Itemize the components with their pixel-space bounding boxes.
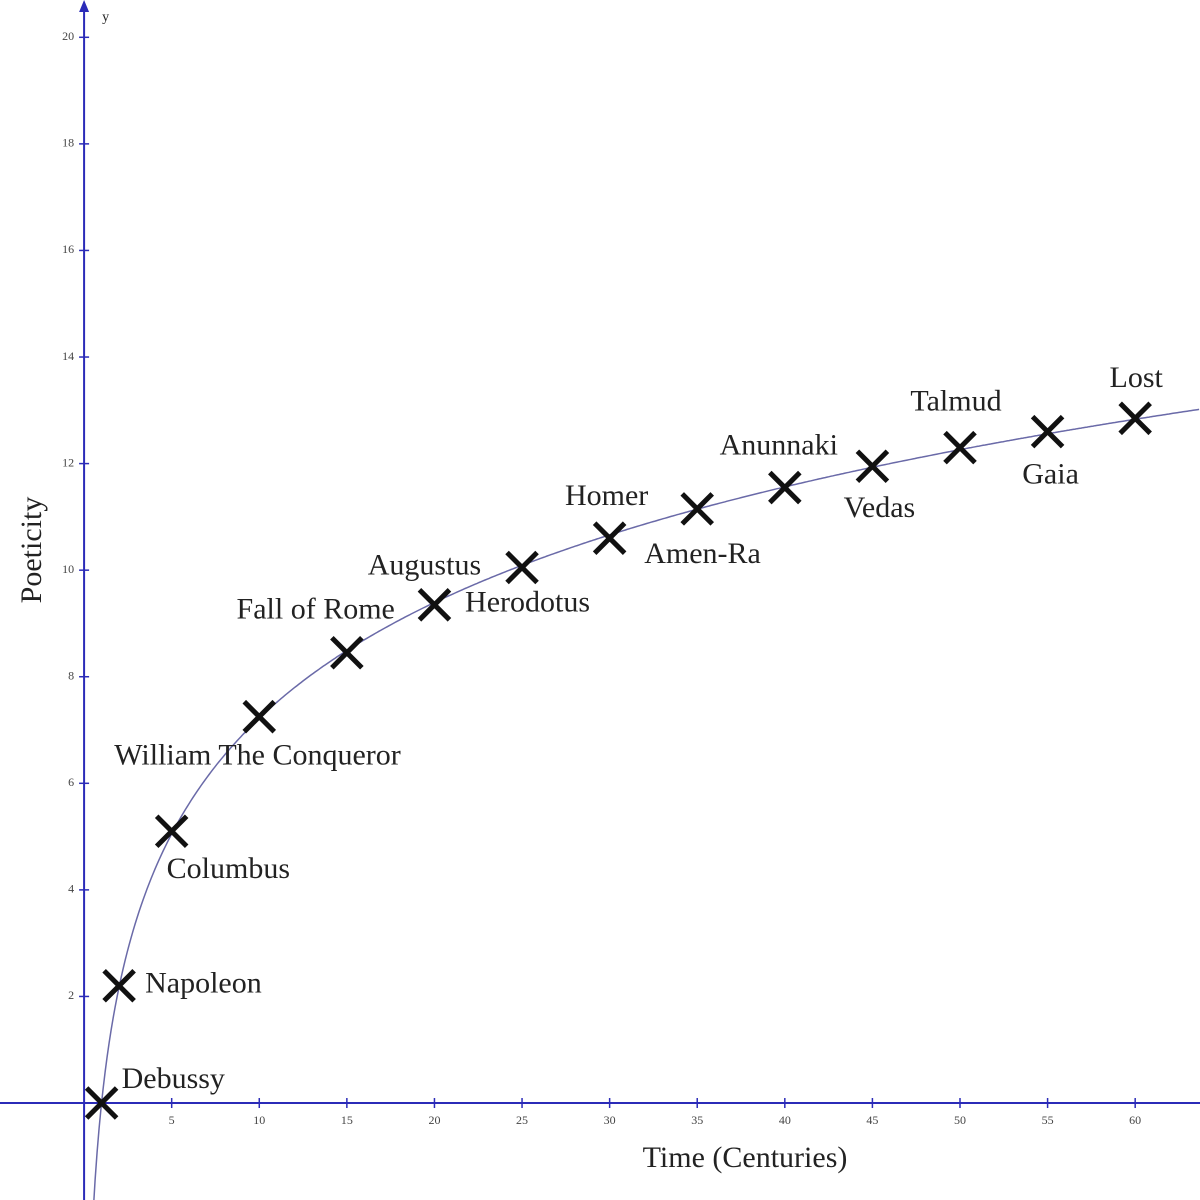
data-point xyxy=(1030,414,1065,449)
point-label: William The Conqueror xyxy=(114,739,401,772)
x-tick-label: 60 xyxy=(1129,1113,1141,1127)
data-point xyxy=(84,1086,119,1120)
data-point xyxy=(1118,401,1152,436)
x-tick-label: 35 xyxy=(691,1113,703,1127)
x-tick-label: 10 xyxy=(253,1113,265,1127)
x-tick-label: 30 xyxy=(604,1113,616,1127)
data-point xyxy=(505,550,539,585)
point-label: Debussy xyxy=(122,1062,225,1095)
point-label: Gaia xyxy=(1022,458,1079,491)
x-axis-title: Time (Centuries) xyxy=(643,1141,848,1174)
point-label: Amen-Ra xyxy=(644,537,761,570)
x-tick-label: 15 xyxy=(341,1113,353,1127)
x-tick-label: 45 xyxy=(866,1113,878,1127)
trend-curve xyxy=(93,408,1200,1200)
data-point xyxy=(855,449,890,484)
y-tick-label: 16 xyxy=(62,242,74,256)
x-tick-label: 55 xyxy=(1042,1113,1054,1127)
x-tick-label: 50 xyxy=(954,1113,966,1127)
point-label: Napoleon xyxy=(145,967,262,1000)
data-point xyxy=(330,635,364,670)
y-tick-label: 10 xyxy=(62,562,74,576)
point-label: Lost xyxy=(1110,361,1164,394)
y-tick-label: 6 xyxy=(68,775,74,789)
data-point xyxy=(943,430,977,465)
x-tick-label: 25 xyxy=(516,1113,528,1127)
y-tick-label: 20 xyxy=(62,29,74,43)
point-label: Anunnaki xyxy=(720,428,838,461)
data-point xyxy=(680,492,714,526)
point-label: Herodotus xyxy=(465,585,590,618)
y-tick-label: 2 xyxy=(68,988,74,1002)
y-tick-label: 18 xyxy=(62,136,74,150)
y-axis-title: Poeticity xyxy=(15,497,48,604)
point-label: Talmud xyxy=(910,384,1001,417)
point-label: Columbus xyxy=(167,852,290,885)
y-axis-name: y xyxy=(102,10,109,25)
data-point xyxy=(417,588,452,622)
x-tick-label: 5 xyxy=(169,1113,175,1127)
data-point xyxy=(768,470,802,505)
point-label: Vedas xyxy=(844,491,916,524)
x-tick-label: 40 xyxy=(779,1113,791,1127)
data-point xyxy=(154,814,189,849)
y-tick-label: 12 xyxy=(62,455,74,469)
y-tick-label: 14 xyxy=(62,349,74,363)
point-label: Fall of Rome xyxy=(237,593,395,626)
y-tick-label: 8 xyxy=(68,668,74,682)
point-label: Homer xyxy=(565,479,648,512)
x-tick-label: 20 xyxy=(428,1113,440,1127)
data-point xyxy=(592,521,627,555)
y-tick-label: 4 xyxy=(68,882,74,896)
data-point xyxy=(102,969,136,1003)
point-label: Augustus xyxy=(368,549,481,582)
y-axis-arrow xyxy=(79,0,90,12)
data-point xyxy=(242,699,277,734)
